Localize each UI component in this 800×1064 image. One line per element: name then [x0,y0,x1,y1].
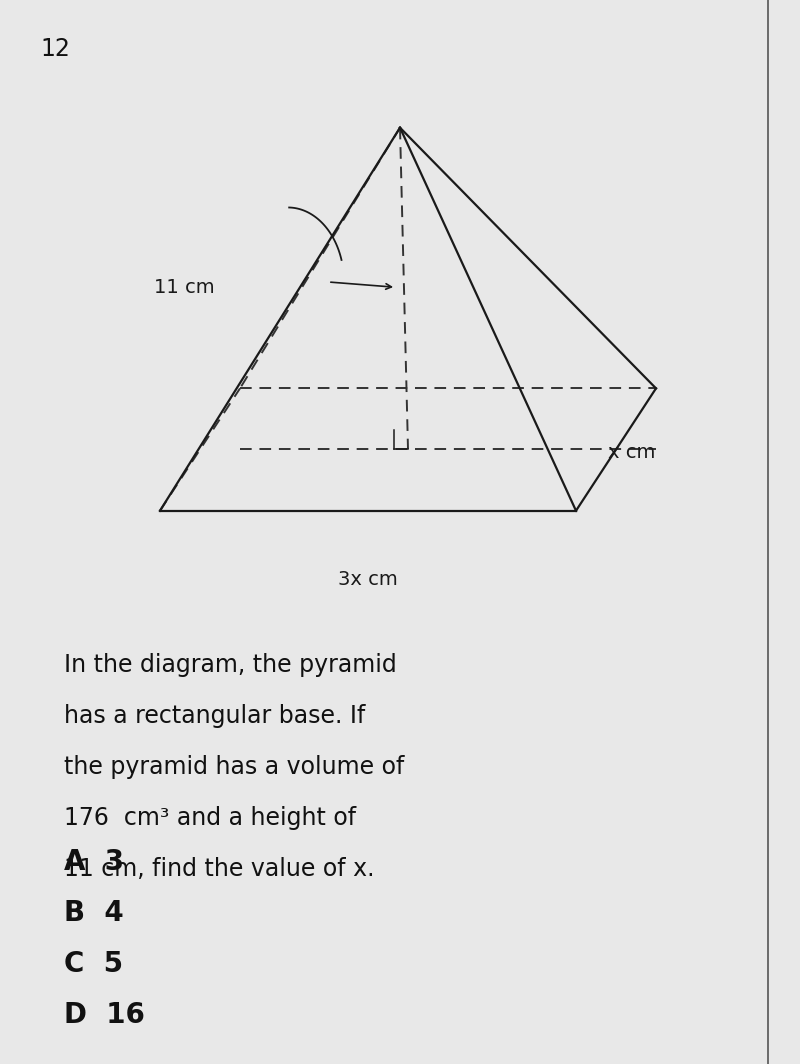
Text: 12: 12 [40,37,70,62]
Text: has a rectangular base. If: has a rectangular base. If [64,704,366,728]
Text: 11 cm, find the value of x.: 11 cm, find the value of x. [64,858,374,881]
Text: 176  cm³ and a height of: 176 cm³ and a height of [64,807,356,830]
Text: D  16: D 16 [64,1001,145,1029]
Text: B  4: B 4 [64,899,124,927]
Text: A  3: A 3 [64,848,124,876]
Text: C  5: C 5 [64,950,123,978]
Text: x cm: x cm [608,443,656,462]
Text: 3x cm: 3x cm [338,570,398,589]
Text: the pyramid has a volume of: the pyramid has a volume of [64,755,404,779]
Text: In the diagram, the pyramid: In the diagram, the pyramid [64,653,397,677]
Text: 11 cm: 11 cm [154,278,214,297]
